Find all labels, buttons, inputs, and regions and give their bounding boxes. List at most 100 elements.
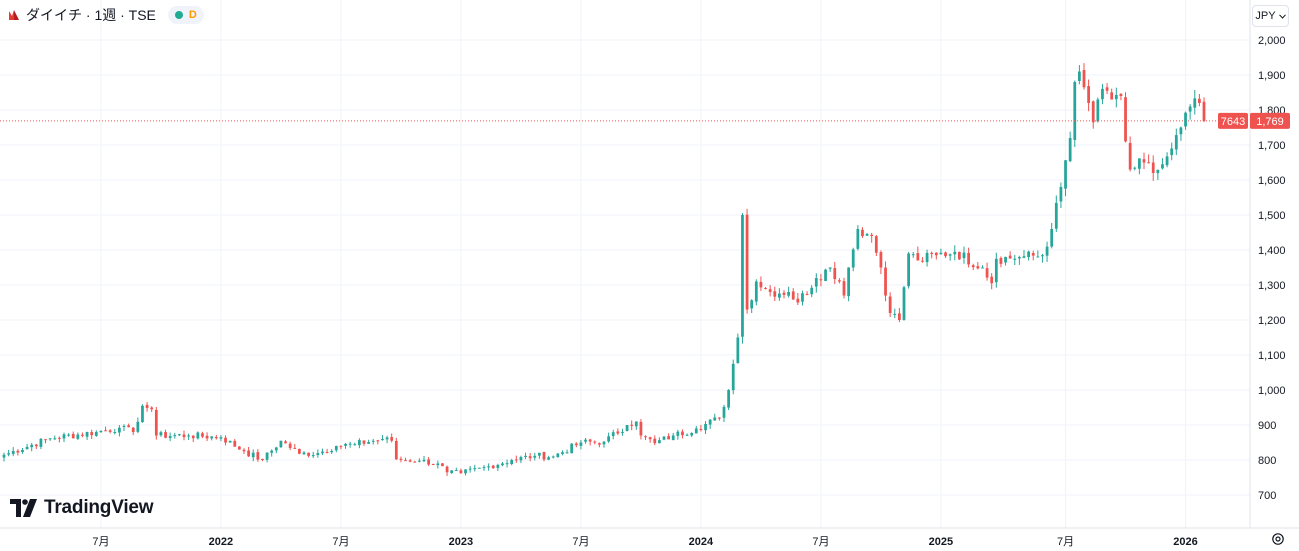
time-axis[interactable]: 7月 2022 7月 2023 7月 2024 7月 2025 7月 2026: [92, 536, 1197, 548]
candle-body: [681, 431, 684, 436]
last-price-text: 1,769: [1256, 116, 1284, 128]
candle-body: [321, 451, 324, 454]
symbol-header[interactable]: ダイイチ · 1週 · TSE D: [8, 4, 204, 26]
candle-body: [551, 456, 555, 458]
candle-body: [450, 470, 454, 474]
candle-body: [191, 435, 195, 439]
x-tick-label: 2023: [449, 536, 473, 548]
candle-body: [662, 436, 666, 440]
candle-body: [1059, 187, 1063, 202]
candle-body: [1036, 256, 1040, 258]
candle-body: [621, 431, 624, 433]
candle-body: [1045, 246, 1049, 256]
candle-body: [870, 234, 874, 236]
x-tick-label: 2026: [1173, 536, 1197, 548]
candle-body: [921, 260, 924, 262]
candle-body: [1091, 101, 1095, 123]
candle-body: [205, 435, 209, 439]
symbol-code-text: 7643: [1221, 116, 1245, 128]
market-status-dot-icon: [174, 11, 183, 19]
candle-body: [1027, 251, 1030, 258]
candle-body: [71, 433, 75, 439]
candle-body: [487, 466, 490, 468]
candle-body: [851, 249, 855, 268]
candle-body: [893, 313, 897, 315]
candle-body: [561, 452, 564, 454]
candle-body: [2, 454, 6, 458]
candle-body: [731, 363, 735, 391]
candle-body: [62, 434, 66, 439]
candle-body: [491, 465, 495, 469]
candle-body: [482, 467, 486, 469]
candle-body: [565, 452, 569, 454]
candle-body: [122, 425, 126, 427]
candle-body: [376, 440, 380, 442]
broker-logo-icon: [9, 10, 19, 20]
candle-body: [261, 458, 264, 460]
tradingview-logo-icon: [10, 499, 37, 517]
candle-body: [782, 292, 786, 295]
candle-body: [819, 279, 823, 281]
candle-body: [1188, 106, 1192, 112]
y-tick-label: 1,100: [1258, 350, 1286, 362]
candle-body: [547, 457, 550, 460]
candle-body: [173, 435, 177, 437]
candle-body: [768, 289, 772, 292]
candle-body: [750, 300, 754, 309]
candle-body: [422, 459, 426, 462]
candle-body: [1165, 156, 1169, 166]
symbol-title[interactable]: ダイイチ · 1週 · TSE: [26, 7, 156, 23]
candle-body: [967, 252, 970, 265]
candle-body: [256, 452, 260, 460]
x-tick-label: 2022: [209, 536, 233, 548]
candle-body: [1184, 112, 1187, 127]
candle-body: [953, 251, 957, 255]
candle-body: [925, 252, 929, 263]
candle-body: [302, 452, 306, 455]
candle-body: [381, 439, 384, 440]
status-badge[interactable]: D: [167, 6, 204, 24]
candle-body: [1156, 169, 1160, 174]
candle-body: [584, 439, 587, 442]
candle-body: [1008, 255, 1012, 259]
candle-body: [796, 298, 800, 303]
candle-body: [118, 427, 121, 433]
candle-body: [67, 434, 70, 436]
candle-body: [94, 432, 98, 436]
price-axis[interactable]: 700 800 900 1,000 1,100 1,200 1,300 1,400 1,500 1…: [1258, 35, 1286, 502]
candle-body: [1101, 88, 1104, 100]
candle-body: [108, 430, 112, 432]
candle-body: [348, 443, 352, 445]
candle-body: [958, 251, 961, 260]
candle-body: [1138, 158, 1141, 169]
candle-body: [985, 268, 989, 278]
x-tick-label: 7月: [812, 536, 829, 548]
candle-body: [1147, 162, 1150, 164]
candle-body: [127, 425, 130, 428]
gear-icon[interactable]: [1271, 532, 1285, 546]
chevron-down-icon: [1278, 13, 1286, 19]
y-tick-label: 1,600: [1258, 175, 1286, 187]
candle-body: [1124, 97, 1127, 142]
candle-body: [718, 417, 721, 419]
candle-body: [713, 417, 717, 421]
candle-body: [1193, 98, 1197, 108]
candle-body: [187, 435, 190, 437]
y-tick-label: 1,200: [1258, 315, 1286, 327]
candle-body: [514, 459, 518, 461]
candle-body: [53, 438, 57, 440]
candle-body: [916, 253, 920, 261]
currency-selector[interactable]: JPY: [1252, 5, 1289, 27]
tradingview-brand[interactable]: TradingView: [10, 497, 154, 519]
candle-body: [298, 448, 301, 454]
candle-body: [856, 229, 860, 249]
candle-body: [879, 252, 883, 268]
candle-body: [519, 457, 523, 461]
candle-body: [210, 436, 214, 439]
x-tick-label: 7月: [92, 536, 109, 548]
candle-body: [934, 252, 938, 256]
candle-body: [394, 440, 398, 460]
x-tick-label: 7月: [332, 536, 349, 548]
candle-body: [971, 265, 975, 268]
